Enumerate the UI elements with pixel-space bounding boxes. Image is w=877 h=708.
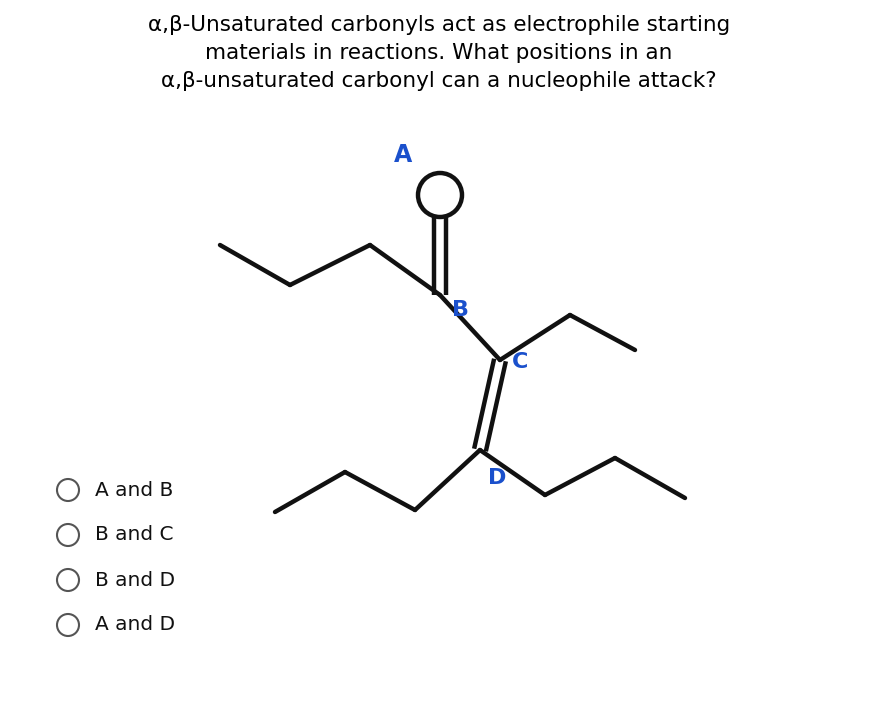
- Text: B and D: B and D: [95, 571, 175, 590]
- Text: A and D: A and D: [95, 615, 175, 634]
- Circle shape: [417, 173, 461, 217]
- Text: A: A: [393, 143, 411, 167]
- Text: D: D: [488, 468, 506, 488]
- Text: B: B: [452, 300, 468, 320]
- Text: C: C: [511, 352, 528, 372]
- Text: α,β-Unsaturated carbonyls act as electrophile starting
materials in reactions. W: α,β-Unsaturated carbonyls act as electro…: [147, 15, 730, 91]
- Text: A and B: A and B: [95, 481, 173, 500]
- Text: B and C: B and C: [95, 525, 174, 544]
